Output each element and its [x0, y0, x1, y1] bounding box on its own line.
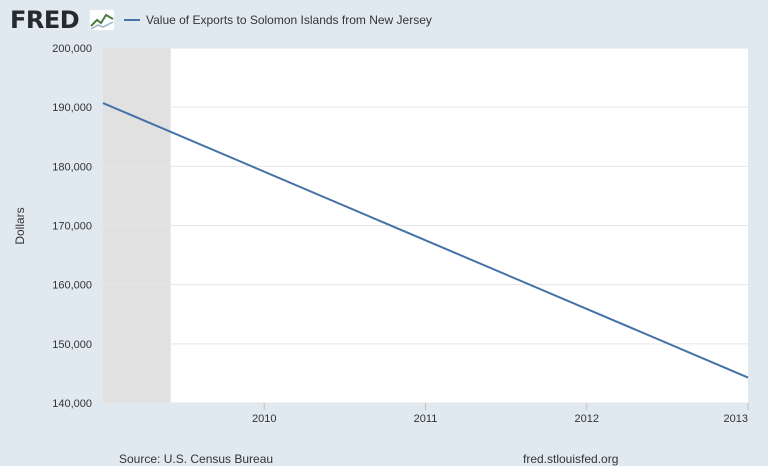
y-tick-label: 200,000	[52, 43, 92, 55]
x-tick-label: 2010	[252, 413, 276, 425]
x-tick-label: 2012	[575, 413, 599, 425]
x-tick-label: 2011	[414, 413, 438, 425]
y-tick-label: 170,000	[52, 221, 92, 233]
y-tick-label: 180,000	[52, 161, 92, 173]
site-link[interactable]: fred.stlouisfed.org	[523, 452, 619, 466]
x-tick-label: 2013	[724, 413, 748, 425]
y-tick-label: 190,000	[52, 102, 92, 114]
y-tick-label: 150,000	[52, 339, 92, 351]
fred-chart-logo-icon	[90, 10, 114, 30]
chart-header: FRED Value of Exports to Solomon Islands…	[0, 0, 768, 40]
legend-label: Value of Exports to Solomon Islands from…	[146, 13, 432, 27]
y-tick-label: 160,000	[52, 280, 92, 292]
fred-logo[interactable]: FRED	[10, 6, 80, 34]
source-credit: Source: U.S. Census Bureau	[119, 452, 274, 466]
chart-legend[interactable]: Value of Exports to Solomon Islands from…	[124, 12, 432, 28]
y-tick-label: 140,000	[52, 398, 92, 410]
legend-line-swatch	[124, 19, 140, 21]
series-line[interactable]	[102, 102, 749, 379]
